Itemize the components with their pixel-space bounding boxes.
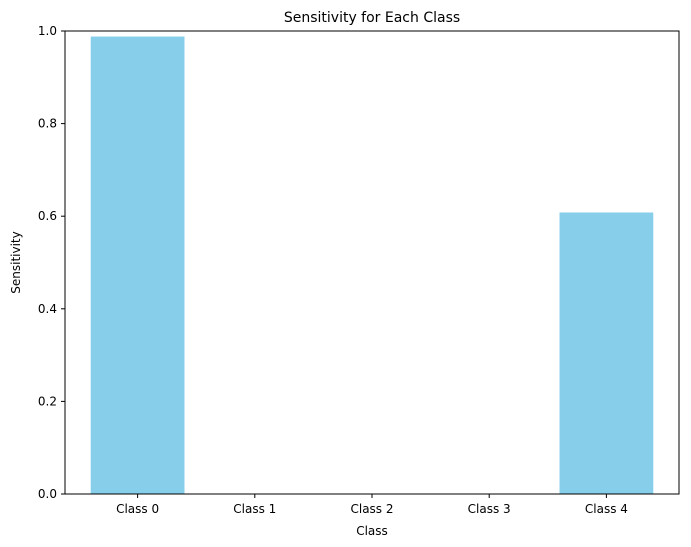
x-axis: Class 0 Class 1 Class 2 Class 3 Class 4 <box>116 494 628 516</box>
x-tick-label: Class 2 <box>350 502 393 516</box>
x-axis-label: Class <box>356 524 388 538</box>
y-axis-label: Sensitivity <box>9 231 23 293</box>
bars <box>90 36 654 495</box>
y-tick-label: 0.4 <box>38 302 57 316</box>
chart-title: Sensitivity for Each Class <box>284 10 460 26</box>
y-tick-label: 1.0 <box>38 24 57 38</box>
x-tick-label: Class 3 <box>468 502 511 516</box>
y-tick-label: 0.6 <box>38 209 57 223</box>
x-tick-label: Class 1 <box>233 502 276 516</box>
y-tick-label: 0.0 <box>38 487 57 501</box>
x-tick-label: Class 4 <box>585 502 628 516</box>
bar-class-4 <box>559 212 654 494</box>
x-tick-label: Class 0 <box>116 502 159 516</box>
y-tick-label: 0.8 <box>38 117 57 131</box>
bar-class-0 <box>90 36 185 495</box>
y-tick-label: 0.2 <box>38 394 57 408</box>
y-axis: 0.0 0.2 0.4 0.6 0.8 1.0 <box>38 24 65 501</box>
